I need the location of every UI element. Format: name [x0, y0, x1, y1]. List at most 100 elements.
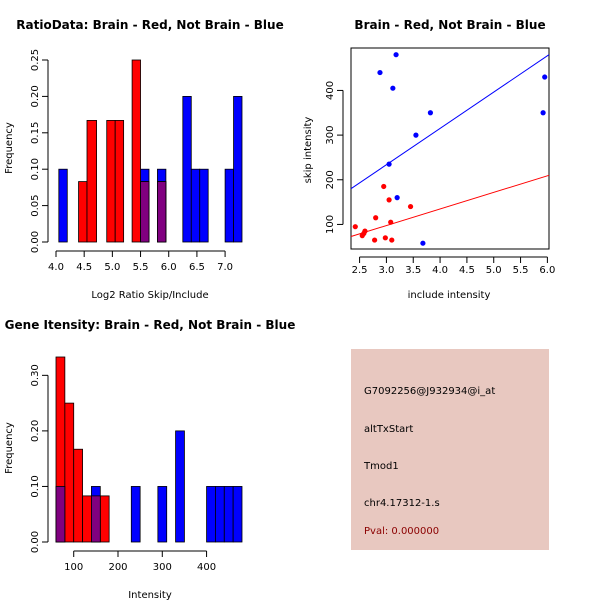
- scatter-point-red: [352, 224, 358, 230]
- scatter-fit-line-red: [350, 174, 550, 237]
- ratio-red-bar: [114, 120, 125, 243]
- intensity-blue-bar: [223, 486, 234, 543]
- ratio-x-tick-label: 6.5: [189, 262, 205, 273]
- intensity-blue-bar: [130, 486, 141, 543]
- scatter-panel: Brain - Red, Not Brain - Blue include in…: [303, 18, 555, 301]
- ratio-y-tick-label: 0.15: [30, 122, 41, 144]
- intensity-y-tick-label: 0.10: [30, 475, 41, 497]
- scatter-point-blue: [413, 132, 419, 138]
- ratio-blue-bar: [182, 96, 192, 243]
- intensity-overlap-bar: [55, 486, 66, 543]
- scatter-x-tick-label: 3.5: [405, 265, 421, 276]
- intensity-histogram-bars: [55, 356, 243, 543]
- scatter-x-tick-label: 2.5: [352, 265, 368, 276]
- ratio-histogram-title: RatioData: Brain - Red, Not Brain - Blue: [16, 18, 283, 32]
- scatter-point-red: [382, 235, 388, 241]
- intensity-blue-bar: [232, 486, 243, 543]
- scatter-point-blue: [386, 161, 392, 167]
- scatter-point-blue: [394, 195, 400, 201]
- scatter-point-red: [381, 183, 387, 190]
- intensity-y-tick-label: 0.30: [30, 364, 41, 386]
- ratio-x-tick-label: 6.0: [161, 262, 177, 273]
- scatter-point-blue: [390, 85, 396, 91]
- scatter-fit-lines: [350, 54, 550, 237]
- scatter-point-red: [362, 228, 368, 234]
- ratio-blue-bar: [233, 96, 243, 243]
- scatter-y-tick-label: 300: [325, 126, 336, 145]
- intensity-x-tick-label: 100: [64, 562, 83, 573]
- ratio-y-tick-label: 0.10: [30, 158, 41, 180]
- ratio-overlap-bar: [157, 181, 167, 243]
- scatter-point-red: [372, 237, 378, 243]
- ratio-histogram-bars: [58, 59, 243, 243]
- scatter-point-red: [407, 203, 414, 210]
- scatter-title: Brain - Red, Not Brain - Blue: [354, 18, 545, 32]
- scatter-xlabel: include intensity: [408, 290, 491, 301]
- intensity-blue-bar: [206, 486, 216, 543]
- ratio-red-bar: [78, 181, 88, 243]
- intensity-y-tick-label: 0.20: [30, 420, 41, 442]
- scatter-point-blue: [540, 110, 546, 116]
- probe-id: G7092256@J932934@i_at: [364, 386, 496, 397]
- intensity-blue-bar: [157, 486, 168, 543]
- probe-info-panel: G7092256@J932934@i_at altTxStart Tmod1 c…: [351, 349, 549, 550]
- ratio-histogram-axes: 4.0 4.5 5.0 5.5 6.0 6.5 7.0 0.00 0.05 0.10 0.15 0.2…: [30, 49, 233, 273]
- scatter-x-tick-label: 4.0: [432, 265, 448, 276]
- scatter-plot-box: [350, 47, 550, 250]
- ratio-y-tick-label: 0.20: [30, 85, 41, 107]
- scatter-points: [352, 52, 548, 246]
- scatter-fit-line-blue: [350, 54, 550, 190]
- ratio-x-tick-label: 5.0: [104, 262, 120, 273]
- scatter-x-tick-label: 5.5: [513, 265, 529, 276]
- ratio-x-tick-label: 4.5: [76, 262, 92, 273]
- ratio-histogram-ylabel: Frequency: [4, 122, 15, 174]
- intensity-histogram-ylabel: Frequency: [4, 422, 15, 474]
- scatter-point-blue: [542, 74, 548, 80]
- intensity-x-tick-label: 300: [153, 562, 172, 573]
- gene-name: Tmod1: [364, 461, 399, 472]
- ratio-histogram-xlabel: Log2 Ratio Skip/Include: [91, 290, 208, 301]
- ratio-blue-bar: [58, 168, 68, 243]
- intensity-blue-bar: [215, 486, 225, 543]
- intensity-y-tick-label: 0.00: [30, 531, 41, 553]
- intensity-histogram-panel: Gene Itensity: Brain - Red, Not Brain - …: [4, 318, 295, 600]
- ratio-y-tick-label: 0.00: [30, 231, 41, 253]
- ratio-x-tick-label: 7.0: [217, 262, 233, 273]
- scatter-y-tick-label: 100: [325, 215, 336, 234]
- intensity-histogram-xlabel: Intensity: [128, 590, 172, 600]
- ratio-y-tick-label: 0.25: [30, 49, 41, 71]
- scatter-x-tick-label: 5.0: [486, 265, 502, 276]
- genomic-location: chr4.17312-1.s: [364, 498, 440, 509]
- scatter-y-tick-label: 400: [325, 81, 336, 100]
- scatter-point-red: [373, 215, 379, 221]
- scatter-point-blue: [393, 52, 399, 58]
- scatter-point-blue: [377, 69, 383, 76]
- ratio-blue-bar: [224, 168, 234, 243]
- scatter-point-red: [388, 219, 394, 225]
- ratio-red-bar: [131, 59, 141, 243]
- scatter-axes: 2.5 3.0 3.5 4.0 4.5 5.0 5.5 6.0 100 200 300 400: [325, 81, 555, 276]
- scatter-point-red: [389, 237, 395, 243]
- intensity-overlap-bar: [91, 495, 101, 543]
- intensity-red-bar: [82, 495, 92, 543]
- ratio-x-tick-label: 5.5: [133, 262, 149, 273]
- intensity-x-tick-label: 400: [197, 562, 216, 573]
- ratio-blue-bar: [199, 168, 209, 243]
- ratio-y-tick-label: 0.05: [30, 194, 41, 216]
- ratio-histogram-panel: RatioData: Brain - Red, Not Brain - Blue…: [4, 18, 284, 301]
- scatter-ylabel: skip intensity: [303, 117, 314, 184]
- intensity-histogram-title: Gene Itensity: Brain - Red, Not Brain - …: [5, 318, 296, 332]
- event-type: altTxStart: [364, 424, 414, 435]
- scatter-point-blue: [420, 240, 426, 246]
- scatter-point-blue: [427, 110, 434, 116]
- intensity-histogram-axes: 100 200 300 400 0.00 0.10 0.20 0.30: [30, 364, 216, 573]
- intensity-red-bar: [64, 402, 75, 543]
- scatter-x-tick-label: 6.0: [539, 265, 555, 276]
- intensity-red-bar: [99, 495, 110, 543]
- p-value: Pval: 0.000000: [364, 526, 440, 537]
- ratio-x-tick-label: 4.0: [48, 262, 64, 273]
- scatter-y-tick-label: 200: [325, 170, 336, 189]
- scatter-x-tick-label: 3.0: [378, 265, 394, 276]
- ratio-overlap-bar: [140, 181, 150, 243]
